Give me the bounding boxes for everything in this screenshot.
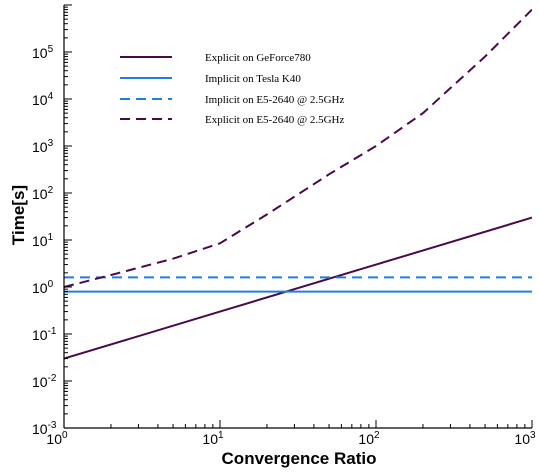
y-tick-base: 10 <box>32 186 48 202</box>
x-tick-label: 100 <box>46 430 68 447</box>
y-tick-exponent: 0 <box>48 279 54 290</box>
x-tick-exponent: 1 <box>218 430 224 441</box>
x-tick-base: 10 <box>358 431 374 447</box>
y-tick-label: 10-1 <box>32 326 57 343</box>
legend-label-1: Explicit on GeForce780 <box>205 52 311 64</box>
x-tick-base: 10 <box>202 431 218 447</box>
y-tick-base: 10 <box>32 327 48 343</box>
y-tick-label: 10-2 <box>32 373 57 390</box>
y-tick-exponent: -2 <box>48 373 57 384</box>
x-tick-label: 101 <box>202 430 224 447</box>
legend-label-3: Implicit on E5-2640 @ 2.5GHz <box>205 94 344 106</box>
y-tick-label: 10-3 <box>32 420 57 437</box>
y-tick-exponent: 1 <box>48 232 54 243</box>
legend-label-4: Explicit on E5-2640 @ 2.5GHz <box>205 114 344 126</box>
y-axis-title: Time[s] <box>9 185 28 245</box>
series-line-4 <box>64 8 532 288</box>
y-tick-base: 10 <box>32 280 48 296</box>
x-axis-title: Convergence Ratio <box>222 449 377 468</box>
y-tick-exponent: 5 <box>48 44 54 55</box>
y-tick-base: 10 <box>32 139 48 155</box>
y-tick-base: 10 <box>32 45 48 61</box>
legend-label-2: Implicit on Tesla K40 <box>205 73 301 85</box>
x-tick-base: 10 <box>46 431 62 447</box>
legend: Explicit on GeForce780 Implicit on Tesla … <box>120 52 344 126</box>
x-tick-exponent: 0 <box>62 430 68 441</box>
y-tick-exponent: -3 <box>48 420 57 431</box>
y-tick-label: 104 <box>32 91 54 108</box>
series-line-1 <box>64 216 532 360</box>
x-tick-label: 102 <box>358 430 380 447</box>
y-tick-base: 10 <box>32 92 48 108</box>
y-tick-exponent: -1 <box>48 326 57 337</box>
y-tick-base: 10 <box>32 421 48 437</box>
y-tick-exponent: 4 <box>48 91 54 102</box>
x-tick-label: 103 <box>514 430 536 447</box>
y-tick-label: 105 <box>32 44 54 61</box>
x-tick-exponent: 3 <box>530 430 536 441</box>
y-tick-exponent: 3 <box>48 138 54 149</box>
y-tick-label: 101 <box>32 232 54 249</box>
axes-layer: 100 101 102 10310-310-210-11001011021031041… <box>32 4 536 447</box>
y-tick-base: 10 <box>32 233 48 249</box>
y-tick-label: 102 <box>32 185 54 202</box>
y-tick-label: 103 <box>32 138 54 155</box>
series-layer <box>64 8 532 360</box>
y-tick-label: 100 <box>32 279 54 296</box>
y-tick-exponent: 2 <box>48 185 54 196</box>
y-tick-base: 10 <box>32 374 48 390</box>
x-tick-exponent: 2 <box>374 430 380 441</box>
x-tick-base: 10 <box>514 431 530 447</box>
